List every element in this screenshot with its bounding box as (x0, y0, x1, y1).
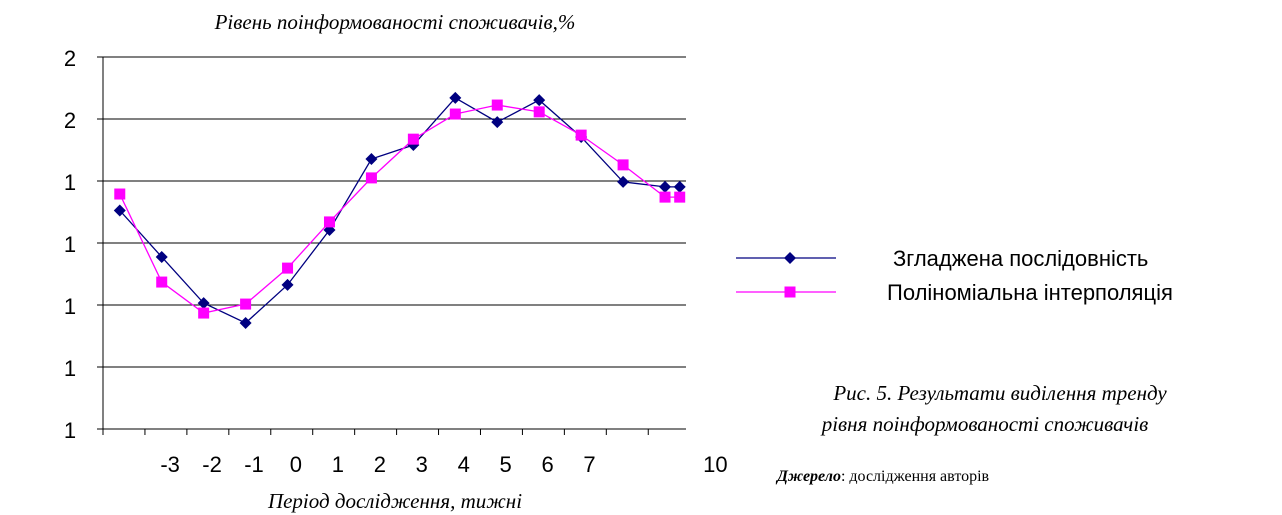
x-tick-label: 10 (703, 452, 727, 477)
chart-title: Рівень поінформованості споживачів,% (214, 10, 576, 34)
x-axis-label: Період дослідження, тижні (267, 489, 522, 513)
x-tick-label: -3 (160, 452, 180, 477)
data-point (197, 297, 210, 310)
data-point (617, 175, 630, 188)
legend-marker (784, 252, 796, 264)
x-tick-label: 6 (541, 452, 553, 477)
data-point (240, 298, 252, 310)
x-tick-label: -2 (202, 452, 222, 477)
data-point (674, 191, 686, 203)
source-label: Джерело (775, 468, 841, 485)
data-point (491, 116, 504, 129)
data-point (114, 188, 126, 200)
data-point (365, 172, 377, 184)
source-note: Джерело: дослідження авторів (775, 468, 990, 485)
x-tick-label: 4 (458, 452, 470, 477)
data-point (449, 91, 462, 104)
data-point (533, 94, 546, 107)
data-point (491, 99, 503, 111)
x-tick-label: 3 (416, 452, 428, 477)
data-point (365, 152, 378, 165)
x-tick-label: 1 (332, 452, 344, 477)
x-tick-label: 5 (500, 452, 512, 477)
data-point (659, 180, 672, 193)
x-tick-label: 0 (290, 452, 302, 477)
data-point (198, 307, 210, 319)
data-point (673, 180, 686, 193)
legend-label: Згладжена послідовність (893, 246, 1148, 271)
data-point (155, 250, 168, 263)
data-point (659, 191, 671, 203)
data-point (449, 108, 461, 120)
legend-marker (784, 286, 796, 298)
x-tick-label: 7 (583, 452, 595, 477)
x-tick-label: -1 (244, 452, 264, 477)
data-point (282, 262, 294, 274)
source-text: : дослідження авторів (841, 468, 990, 485)
data-point (533, 106, 545, 118)
data-point (323, 216, 335, 228)
data-point (575, 129, 587, 141)
data-point (156, 276, 168, 288)
data-point (407, 133, 419, 145)
legend-label: Поліноміальна інтерполяція (887, 280, 1173, 305)
data-point (617, 159, 629, 171)
caption-line: Рис. 5. Результати виділення тренду (832, 381, 1167, 405)
x-tick-label: 2 (374, 452, 386, 477)
series-line (119, 97, 680, 324)
caption-line: рівня поінформованості споживачів (820, 412, 1149, 436)
data-point (113, 204, 126, 217)
data-point (239, 316, 252, 329)
data-point (281, 278, 294, 291)
series-line (119, 104, 680, 314)
